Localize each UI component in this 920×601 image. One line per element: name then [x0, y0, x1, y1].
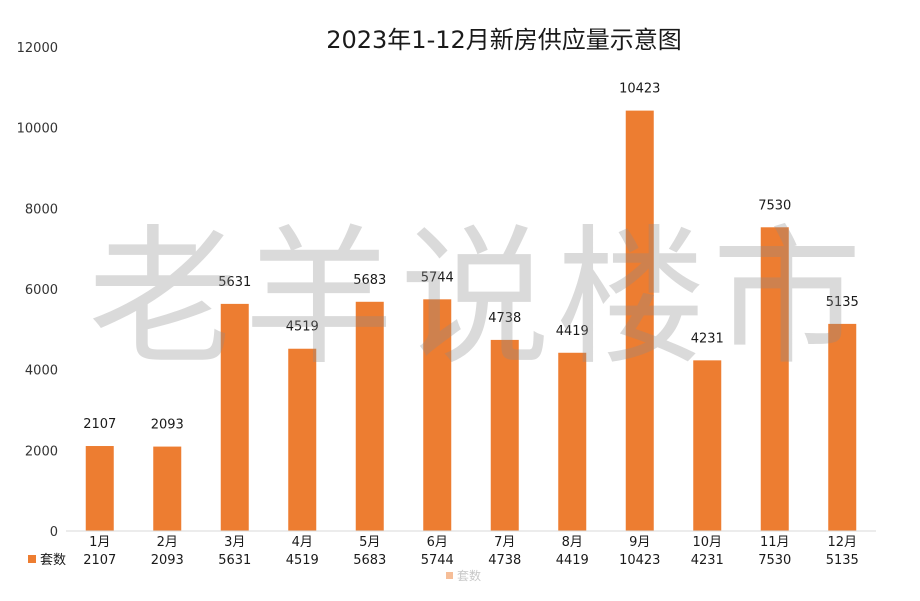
data-label: 7530 [758, 198, 791, 213]
data-label: 4419 [556, 324, 589, 339]
y-tick-label: 12000 [17, 41, 58, 56]
table-cell: 4519 [286, 553, 319, 568]
x-tick-label: 8月 [562, 535, 583, 550]
bar [85, 446, 114, 531]
data-label: 5135 [826, 295, 859, 310]
y-tick-label: 4000 [25, 364, 58, 379]
data-label: 4519 [286, 320, 319, 335]
bar [288, 348, 317, 531]
bar [625, 110, 654, 532]
x-tick-label: 1月 [89, 535, 110, 550]
y-tick-label: 10000 [17, 122, 58, 137]
table-cell: 5631 [218, 553, 251, 568]
table-cell: 4419 [556, 553, 589, 568]
x-tick-label: 4月 [292, 535, 313, 550]
bar [490, 339, 519, 531]
table-cell: 5744 [421, 553, 454, 568]
table-series-name: 套数 [40, 552, 66, 568]
y-axis: 0 2000 4000 6000 8000 10000 12000 [17, 41, 58, 540]
data-labels: 2107 2093 5631 4519 5683 5744 4738 4419 10423 423… [83, 82, 859, 433]
bar [153, 446, 182, 531]
data-label: 4231 [691, 331, 724, 346]
legend: 套数 [446, 568, 481, 583]
table-cell: 10423 [619, 553, 660, 568]
data-label: 5744 [421, 270, 454, 285]
table-cell: 2093 [151, 553, 184, 568]
table-cell: 4738 [488, 553, 521, 568]
bar [423, 299, 452, 531]
data-table: 套数 2107 2093 5631 4519 5683 5744 4738 4419 10423… [28, 552, 859, 568]
chart-title: 2023年1-12月新房供应量示意图 [326, 26, 682, 54]
bar [760, 227, 789, 532]
table-legend-swatch [28, 555, 36, 563]
bar [558, 352, 587, 531]
bar [355, 301, 384, 531]
legend-label: 套数 [457, 568, 481, 583]
bar [220, 303, 249, 531]
y-tick-label: 8000 [25, 202, 58, 217]
legend-swatch [446, 572, 453, 579]
table-cell: 5135 [826, 553, 859, 568]
table-cell: 2107 [83, 553, 116, 568]
data-label: 5683 [353, 273, 386, 288]
bar [693, 360, 722, 531]
x-tick-label: 11月 [760, 535, 790, 550]
x-tick-label: 7月 [494, 535, 515, 550]
y-tick-label: 0 [50, 525, 58, 540]
x-tick-label: 5月 [359, 535, 380, 550]
table-cell: 5683 [353, 553, 386, 568]
x-tick-label: 12月 [827, 535, 857, 550]
bar-series [85, 110, 857, 532]
table-cell: 7530 [758, 553, 791, 568]
x-tick-label: 9月 [629, 535, 650, 550]
y-tick-label: 2000 [25, 444, 58, 459]
bar [828, 323, 857, 531]
data-label: 2107 [83, 417, 116, 432]
data-label: 5631 [218, 275, 251, 290]
data-label: 10423 [619, 82, 660, 97]
x-tick-label: 10月 [692, 535, 722, 550]
x-tick-label: 2月 [157, 535, 178, 550]
y-tick-label: 6000 [25, 283, 58, 298]
data-label: 4738 [488, 311, 521, 326]
data-label: 2093 [151, 418, 184, 433]
x-tick-label: 3月 [224, 535, 245, 550]
watermark: 老羊说楼市 [88, 212, 868, 386]
x-axis: 1月 2月 3月 4月 5月 6月 7月 8月 9月 10月 11月 12月 [66, 530, 876, 550]
x-tick-label: 6月 [427, 535, 448, 550]
table-cell: 4231 [691, 553, 724, 568]
